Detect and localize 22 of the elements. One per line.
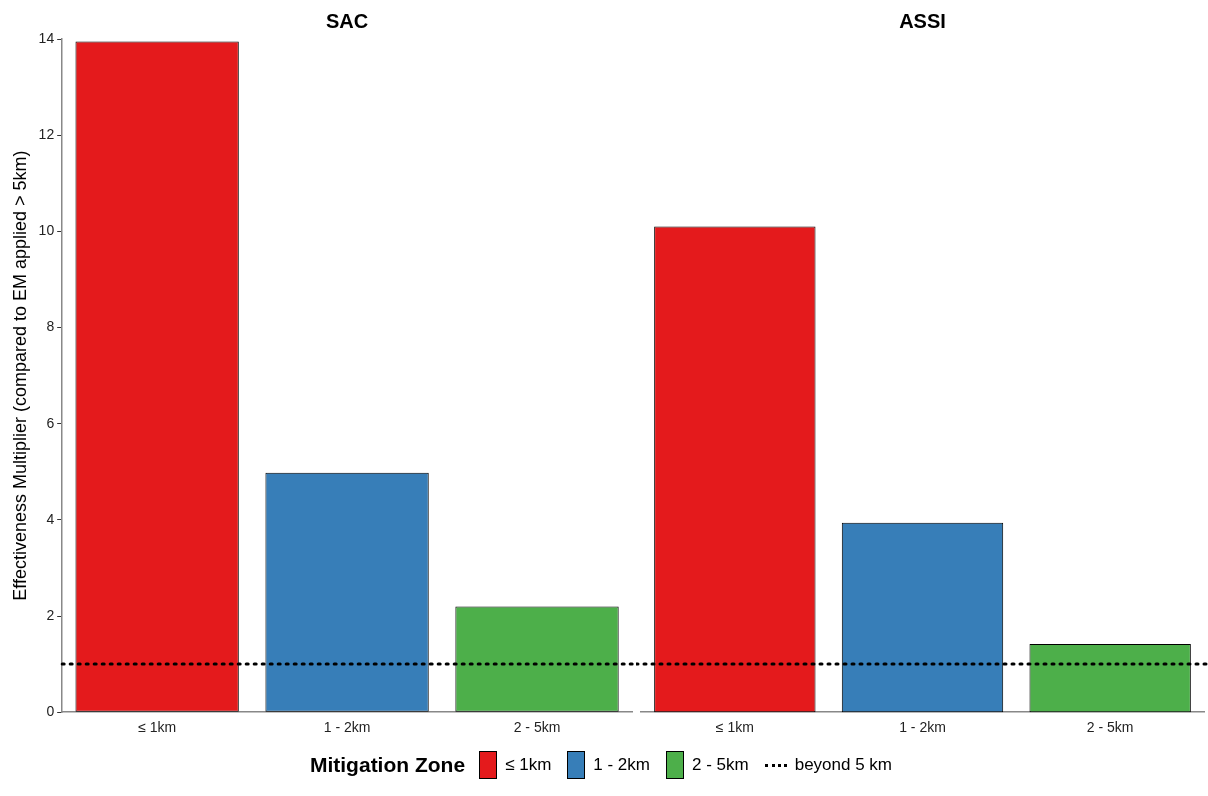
x-tick-label: 1 - 2km bbox=[899, 719, 946, 736]
y-tick-label: 4 bbox=[46, 510, 55, 527]
x-tick-label: 2 - 5km bbox=[513, 719, 561, 736]
y-tick-label: 6 bbox=[46, 414, 55, 431]
x-tick-label: ≤ 1km bbox=[715, 719, 754, 736]
category-label: ≤ 1km bbox=[505, 755, 552, 774]
category-label: 1 - 2km bbox=[593, 755, 650, 774]
y-tick-label: 8 bbox=[46, 318, 55, 335]
chart-title: SAC bbox=[325, 9, 369, 32]
x-tick-label: ≤ 1km bbox=[138, 719, 177, 736]
y-tick-label: 12 bbox=[38, 126, 55, 143]
category-label: 2 - 5km bbox=[691, 755, 749, 774]
y-tick-label: 2 bbox=[46, 606, 55, 623]
legend-label: beyond 5 km bbox=[794, 755, 893, 775]
y-axis-title: Effectiveness Multiplier (compared to EM applied > 5km) bbox=[9, 150, 30, 601]
y-tick-label: 14 bbox=[38, 29, 55, 46]
y-tick-label: 10 bbox=[38, 222, 55, 239]
x-tick-label: 1 - 2km bbox=[323, 719, 371, 736]
x-tick-label: 2 - 5km bbox=[1086, 719, 1134, 736]
chart-title: ASSI bbox=[899, 9, 946, 32]
legend-title: Mitigation Zone bbox=[309, 753, 466, 777]
y-tick-label: 0 bbox=[46, 703, 55, 720]
